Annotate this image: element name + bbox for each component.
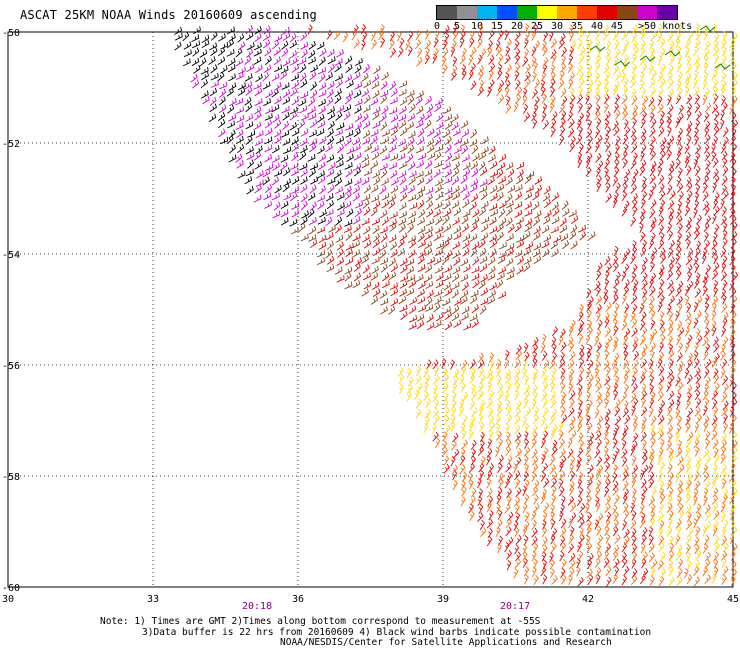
lon-tick-label: 33 <box>147 594 159 605</box>
legend-swatch <box>597 6 617 19</box>
lon-tick-label: 39 <box>437 594 449 605</box>
wind-barbs <box>397 23 738 587</box>
legend-swatch <box>497 6 517 19</box>
lat-tick-label: -50 <box>2 28 20 39</box>
lat-tick-label: -52 <box>2 139 20 150</box>
wind-barb-green <box>664 50 681 57</box>
pass-time-1: 20:18 <box>242 601 273 612</box>
wind-barb-green <box>714 63 731 70</box>
wind-barbs <box>309 145 587 331</box>
pass-time-2: 20:17 <box>500 601 531 612</box>
legend-swatch <box>577 6 597 19</box>
lon-tick-label: 45 <box>727 594 739 605</box>
legend-swatch <box>437 6 457 19</box>
wind-barbs <box>333 23 738 587</box>
lon-tick-label: 36 <box>292 594 304 605</box>
note-line-2: 3)Data buffer is 22 hrs from 20160609 4)… <box>142 626 652 638</box>
legend-label: 30 <box>550 21 564 32</box>
footnotes: Note: 1) Times are GMT 2)Times along bot… <box>100 616 652 649</box>
wind-barb-green <box>699 25 716 32</box>
legend-swatch <box>537 6 557 19</box>
lon-tick-label: 42 <box>582 594 594 605</box>
lat-tick-label: -56 <box>2 361 20 372</box>
lat-tick-label: -60 <box>2 583 20 594</box>
wind-barbs <box>174 25 363 227</box>
lon-tick-label: 30 <box>2 594 14 605</box>
lat-tick-label: -58 <box>2 472 20 483</box>
legend-swatch <box>477 6 497 19</box>
note-line-3: NOAA/NESDIS/Center for Satellite Applica… <box>280 637 612 648</box>
wind-barb-green <box>639 55 656 62</box>
legend-swatch <box>637 6 657 19</box>
note-line-1: Note: 1) Times are GMT 2)Times along bot… <box>100 616 541 627</box>
wind-barb-green <box>614 60 631 67</box>
legend-label: 15 <box>490 21 504 32</box>
wind-speed-legend: 0 5 10 15 20 25 30 35 40 45 >50 knots <box>433 5 692 34</box>
wind-barbs <box>290 65 596 329</box>
legend-label: 40 <box>590 21 604 32</box>
lat-tick-label: -54 <box>2 250 20 261</box>
wind-barb-green <box>589 45 606 52</box>
legend-color-bar <box>436 5 678 20</box>
legend-label: >50 knots <box>638 21 693 32</box>
map-title: ASCAT 25KM NOAA Winds 20160609 ascending <box>20 8 317 22</box>
legend-swatch <box>457 6 477 19</box>
legend-label: 20 <box>510 21 524 32</box>
legend-swatch <box>517 6 537 19</box>
wind-barbs <box>307 23 739 587</box>
legend-label: 5 <box>453 21 461 32</box>
legend-swatch <box>557 6 577 19</box>
legend-label: 10 <box>470 21 484 32</box>
legend-label: 35 <box>570 21 584 32</box>
legend-label: 45 <box>610 21 624 32</box>
wind-barbs <box>190 25 488 227</box>
legend-swatch <box>657 6 677 19</box>
map-frame <box>7 31 734 588</box>
legend-label: 0 <box>433 21 441 32</box>
legend-swatch <box>617 6 637 19</box>
